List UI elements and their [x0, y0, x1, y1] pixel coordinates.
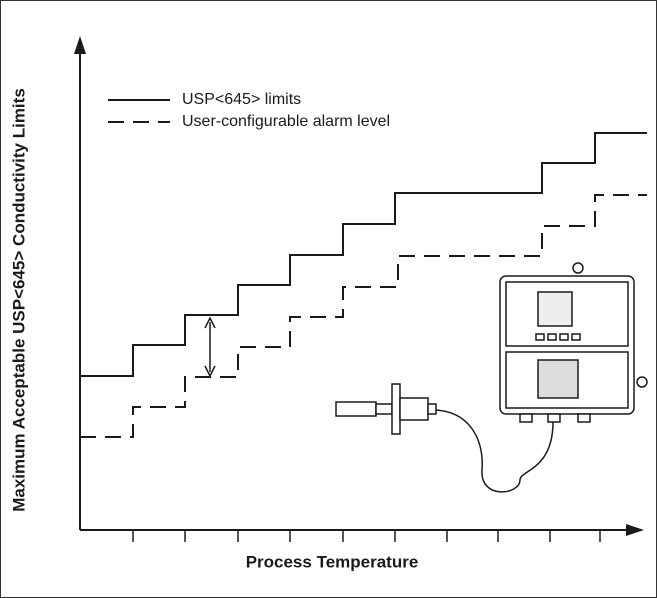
diagram: USP<645> limits User-configurable alarm … — [0, 0, 657, 598]
legend-label: USP<645> limits — [182, 91, 301, 108]
x-axis-label: Process Temperature — [246, 552, 419, 571]
legend-label: User-configurable alarm level — [182, 113, 390, 130]
y-axis-label: Maximum Acceptable USP<645> Conductivity… — [9, 88, 28, 512]
